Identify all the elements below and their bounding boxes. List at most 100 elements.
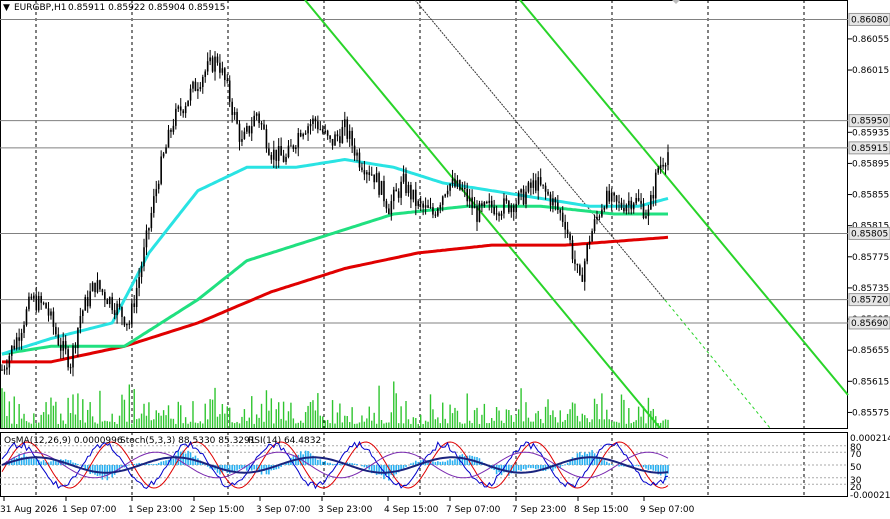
candle-body[interactable] (69, 367, 72, 369)
candle-body[interactable] (353, 145, 356, 156)
candle-body[interactable] (304, 133, 307, 135)
candle-body[interactable] (415, 189, 417, 206)
candle-body[interactable] (243, 131, 246, 140)
candle-body[interactable] (160, 156, 162, 184)
candle-body[interactable] (233, 111, 236, 115)
candle-body[interactable] (79, 316, 82, 328)
candle-body[interactable] (490, 200, 493, 207)
candle-body[interactable] (155, 189, 158, 197)
candle-body[interactable] (59, 344, 62, 351)
candle-body[interactable] (537, 177, 540, 191)
candle-body[interactable] (96, 280, 99, 293)
candle-body[interactable] (640, 200, 642, 204)
candle-body[interactable] (72, 345, 74, 368)
candle-body[interactable] (429, 207, 432, 209)
candle-body[interactable] (422, 203, 424, 208)
candle-body[interactable] (91, 282, 94, 292)
candle-body[interactable] (106, 299, 109, 305)
candle-body[interactable] (123, 316, 126, 326)
candle-body[interactable] (94, 282, 96, 293)
candle-body[interactable] (466, 188, 469, 202)
candle-body[interactable] (299, 132, 302, 137)
candle-body[interactable] (439, 204, 442, 209)
candle-body[interactable] (214, 56, 216, 72)
candle-body[interactable] (314, 118, 317, 122)
candle-body[interactable] (552, 198, 554, 206)
price-candles[interactable] (1, 49, 669, 377)
candle-body[interactable] (603, 207, 606, 210)
candle-body[interactable] (343, 119, 346, 128)
candle-body[interactable] (40, 296, 42, 303)
candle-body[interactable] (287, 145, 290, 157)
candle-body[interactable] (378, 173, 380, 195)
candle-body[interactable] (199, 86, 202, 89)
candle-body[interactable] (471, 197, 473, 209)
candle-body[interactable] (361, 167, 363, 171)
candle-body[interactable] (135, 287, 138, 307)
candle-body[interactable] (392, 189, 395, 202)
candle-body[interactable] (224, 68, 226, 81)
candle-body[interactable] (153, 196, 155, 213)
candle-body[interactable] (574, 259, 576, 264)
candle-body[interactable] (390, 201, 393, 215)
candle-body[interactable] (456, 180, 459, 187)
candle-body[interactable] (652, 194, 655, 199)
candle-body[interactable] (527, 182, 530, 192)
candle-body[interactable] (664, 165, 667, 167)
candle-body[interactable] (140, 266, 143, 278)
candle-body[interactable] (258, 113, 260, 124)
candle-body[interactable] (290, 145, 292, 147)
candle-body[interactable] (610, 192, 613, 202)
candle-body[interactable] (329, 135, 331, 139)
candle-body[interactable] (74, 345, 77, 349)
candle-body[interactable] (297, 132, 300, 148)
candle-body[interactable] (128, 323, 131, 325)
candle-body[interactable] (334, 134, 336, 146)
candle-body[interactable] (270, 154, 273, 160)
candle-body[interactable] (182, 110, 184, 114)
candle-body[interactable] (126, 323, 128, 326)
candle-body[interactable] (544, 185, 547, 192)
candle-body[interactable] (35, 295, 38, 311)
candle-body[interactable] (157, 183, 160, 190)
candle-body[interactable] (444, 194, 446, 197)
candle-body[interactable] (209, 57, 211, 62)
candle-body[interactable] (512, 205, 515, 212)
candle-body[interactable] (99, 280, 101, 290)
candle-body[interactable] (579, 265, 581, 275)
candle-body[interactable] (82, 310, 84, 317)
candle-body[interactable] (121, 307, 123, 317)
candle-body[interactable] (375, 173, 378, 183)
candle-body[interactable] (231, 101, 233, 115)
candle-body[interactable] (395, 189, 398, 192)
candle-body[interactable] (380, 180, 383, 195)
candle-body[interactable] (642, 203, 645, 218)
candle-body[interactable] (351, 130, 353, 146)
candle-body[interactable] (45, 303, 47, 309)
candle-body[interactable] (586, 244, 588, 262)
candle-body[interactable] (15, 337, 18, 349)
candle-body[interactable] (608, 190, 611, 202)
candle-body[interactable] (662, 164, 664, 167)
candle-body[interactable] (645, 216, 647, 218)
candle-body[interactable] (201, 76, 204, 87)
candle-body[interactable] (116, 303, 118, 315)
candle-body[interactable] (150, 212, 153, 229)
candle-body[interactable] (238, 123, 241, 142)
candle-body[interactable] (162, 153, 165, 157)
candle-body[interactable] (449, 183, 451, 191)
candle-body[interactable] (657, 168, 660, 173)
candle-body[interactable] (6, 367, 8, 370)
candle-body[interactable] (625, 205, 628, 212)
candle-body[interactable] (385, 201, 388, 209)
candle-body[interactable] (628, 200, 630, 206)
candle-body[interactable] (1, 369, 3, 371)
candle-body[interactable] (566, 229, 569, 235)
candle-body[interactable] (451, 178, 454, 184)
candle-body[interactable] (583, 261, 586, 282)
candle-body[interactable] (588, 241, 591, 245)
candle-body[interactable] (432, 207, 434, 215)
channel-line-2[interactable] (519, 0, 849, 396)
candle-body[interactable] (211, 57, 214, 72)
